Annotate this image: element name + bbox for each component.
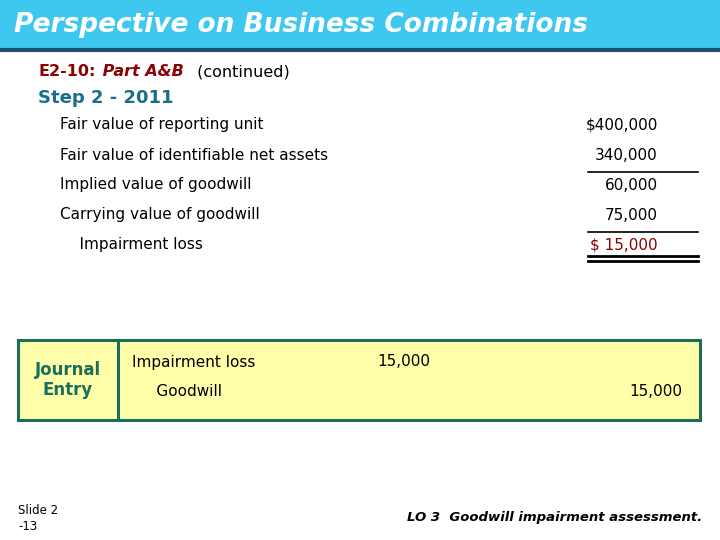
Text: 340,000: 340,000: [595, 147, 658, 163]
Text: Step 2 - 2011: Step 2 - 2011: [38, 89, 174, 107]
Text: 75,000: 75,000: [605, 207, 658, 222]
Text: Implied value of goodwill: Implied value of goodwill: [60, 178, 251, 192]
Text: Fair value of identifiable net assets: Fair value of identifiable net assets: [60, 147, 328, 163]
Text: Fair value of reporting unit: Fair value of reporting unit: [60, 118, 264, 132]
Text: (continued): (continued): [192, 64, 289, 79]
Text: $ 15,000: $ 15,000: [590, 238, 658, 253]
Text: $400,000: $400,000: [585, 118, 658, 132]
Text: 15,000: 15,000: [377, 354, 430, 369]
Text: 15,000: 15,000: [629, 384, 682, 400]
Text: Carrying value of goodwill: Carrying value of goodwill: [60, 207, 260, 222]
Text: Impairment loss: Impairment loss: [60, 238, 203, 253]
Text: Journal
Entry: Journal Entry: [35, 361, 101, 400]
Text: 60,000: 60,000: [605, 178, 658, 192]
Bar: [18, 340, 700, 420]
Text: Part A&B: Part A&B: [97, 64, 184, 79]
Text: Slide 2
-13: Slide 2 -13: [18, 503, 58, 532]
Text: Perspective on Business Combinations: Perspective on Business Combinations: [14, 12, 588, 38]
Text: Goodwill: Goodwill: [132, 384, 222, 400]
Text: Impairment loss: Impairment loss: [132, 354, 256, 369]
Bar: [0, 0, 720, 50]
Text: E2-10:: E2-10:: [38, 64, 95, 79]
Text: LO 3  Goodwill impairment assessment.: LO 3 Goodwill impairment assessment.: [407, 511, 702, 524]
